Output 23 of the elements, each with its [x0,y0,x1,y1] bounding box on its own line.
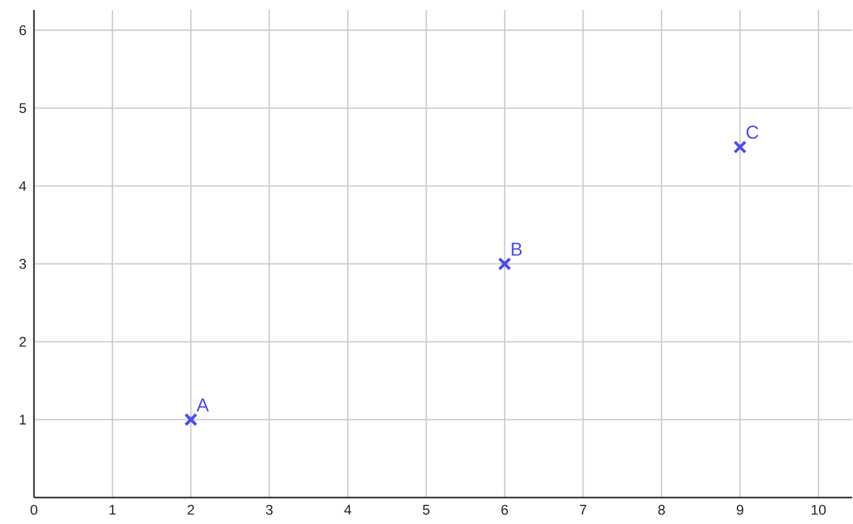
x-tick-label: 1 [110,505,116,515]
y-tick-label: 3 [19,259,26,270]
x-tick-label: 6 [501,505,508,516]
x-tick-label: 10 [812,505,826,516]
x-tick-label: 3 [266,505,273,516]
x-tick-label: 4 [344,505,352,515]
annotation: A [196,398,209,412]
x-tick-label: 5 [422,505,430,515]
y-tick-label: 6 [20,26,26,36]
point [498,257,512,271]
y-tick-label: 2 [20,337,26,347]
y-tick-label: 5 [19,103,26,114]
x-tick-label: 7 [580,505,586,515]
y-tick-label: 1 [20,415,26,425]
point [184,413,198,427]
x-tick-label: 0 [30,505,38,516]
annotation: B [512,243,522,256]
y-tick-label: 4 [19,181,26,192]
annotation: C [746,126,758,140]
x-tick-label: 8 [658,505,665,516]
x-tick-label: 2 [188,505,194,515]
point [733,140,747,154]
x-tick-label: 9 [736,505,744,516]
